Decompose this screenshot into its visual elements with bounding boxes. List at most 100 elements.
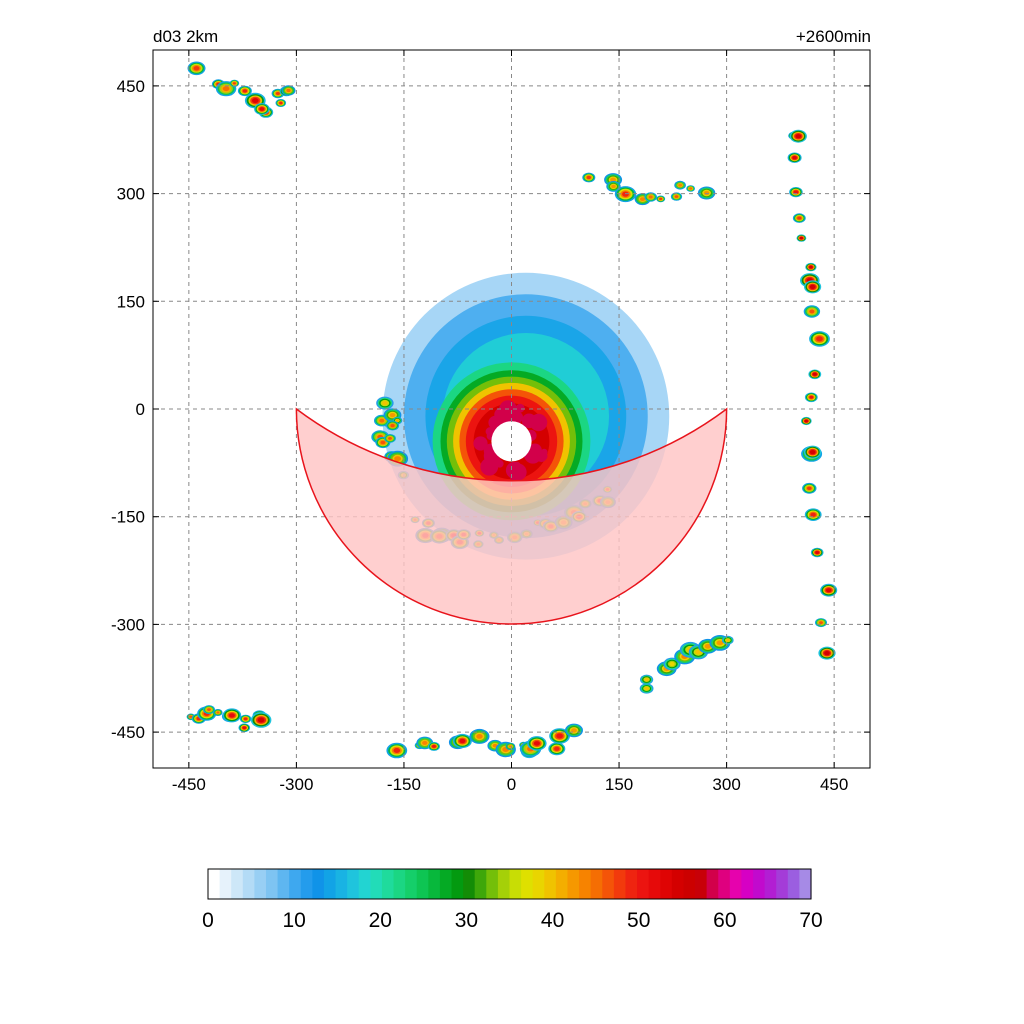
colorbar-swatch [300, 869, 313, 899]
colorbar-tick-label: 40 [541, 909, 564, 932]
colorbar-swatch [323, 869, 337, 899]
rain-cell [789, 187, 803, 198]
rain-cell-level [242, 89, 248, 93]
rain-cell [229, 79, 240, 87]
rain-cell-level [242, 726, 247, 730]
rain-cell-level [380, 440, 386, 445]
rain-cell-level [382, 401, 388, 406]
rain-cell-level [222, 86, 230, 92]
colorbar-swatch [463, 869, 476, 899]
colorbar-swatch [428, 869, 441, 899]
rain-cell-level [725, 638, 730, 642]
colorbar-swatch [474, 869, 487, 899]
shaded-sector [295, 407, 728, 625]
rain-cell [237, 85, 252, 97]
eyewall-core [515, 403, 525, 413]
rain-cell [281, 85, 296, 96]
rain-cell [386, 420, 400, 431]
rain-cell [606, 181, 621, 192]
colorbar-swatch [764, 869, 777, 899]
colorbar-swatch [555, 869, 569, 899]
rain-cell-level [279, 101, 283, 105]
rain-cell [275, 99, 287, 107]
rain-cell-level [459, 738, 466, 744]
rain-cell-level [476, 734, 483, 739]
x-tick-label: -300 [279, 775, 313, 794]
rain-cell [805, 262, 817, 272]
colorbar-swatch [405, 869, 418, 899]
rain-cell-level [809, 395, 814, 399]
y-tick-label: 150 [117, 292, 145, 311]
plot-area [153, 50, 870, 768]
rain-cell [386, 742, 408, 759]
x-tick-label: 150 [605, 775, 633, 794]
rain-cell-level [809, 309, 815, 314]
rain-cell [239, 714, 252, 724]
eyewall-core [473, 436, 488, 451]
rain-cell-level [689, 187, 692, 190]
colorbar-swatch [776, 869, 789, 899]
rain-cell-level [797, 216, 802, 220]
rain-cell [674, 180, 686, 190]
colorbar-swatch [532, 869, 545, 899]
rain-cell-level [216, 711, 220, 714]
colorbar-swatch [265, 869, 279, 899]
rain-cell-level [389, 413, 396, 418]
rain-cell [376, 396, 394, 410]
rain-cell-level [826, 588, 832, 593]
eyewall-core [535, 423, 542, 430]
colorbar-swatch [590, 869, 603, 899]
colorbar-swatch [451, 869, 464, 899]
colorbar-swatch [544, 869, 557, 899]
colorbar-tick-label: 60 [713, 909, 736, 932]
rain-cell [565, 723, 583, 738]
rain-cell-level [695, 649, 702, 655]
rain-cell [804, 445, 822, 459]
rain-cell-level [228, 713, 235, 718]
eyewall [432, 362, 591, 521]
rain-cell-level [644, 678, 649, 682]
rain-cell-level [286, 88, 291, 93]
colorbar-swatch [625, 869, 638, 899]
colorbar-swatch [787, 869, 801, 899]
rain-cell [697, 186, 716, 200]
x-tick-label: 300 [712, 775, 740, 794]
rain-cell-level [809, 284, 816, 289]
rain-cell [639, 683, 654, 694]
rain-cell-level [275, 92, 280, 95]
rain-cell-level [243, 717, 248, 721]
rain-cell [789, 129, 807, 143]
rain-cell [796, 234, 807, 242]
colorbar-swatch [706, 869, 719, 899]
colorbar-swatch [335, 869, 348, 899]
colorbar-swatch [219, 869, 232, 899]
y-tick-label: -300 [111, 615, 145, 634]
y-tick-label: 450 [117, 77, 145, 96]
eyewall-core [512, 411, 524, 423]
colorbar-swatch [799, 869, 812, 899]
rain-cell [804, 280, 822, 294]
rain-cell [582, 172, 596, 183]
rain-cell-level [395, 419, 399, 422]
rain-cell-level [571, 728, 577, 733]
rain-cell-level [257, 717, 265, 723]
rain-cell-level [610, 177, 616, 182]
rain-cell [452, 733, 472, 749]
colorbar-swatch [381, 869, 395, 899]
x-ticks: -450 -300 -150 0 150 300 450 [172, 50, 848, 794]
eyewall-core [509, 471, 520, 482]
rain-cell-level [674, 195, 679, 198]
shaded-sector-layer [295, 407, 728, 625]
rain-cell-level [232, 82, 236, 85]
domain-label: d03 2km [153, 27, 219, 46]
rain-cell [548, 742, 566, 756]
x-tick-label: -450 [172, 775, 206, 794]
colorbar: 0 10 20 30 40 50 60 70 [202, 868, 823, 932]
colorbar-swatch [660, 869, 673, 899]
rain-cell [469, 728, 490, 744]
eye [491, 421, 532, 462]
rain-cell [800, 416, 812, 426]
rain-cell-level [390, 424, 395, 428]
colorbar-swatch [637, 869, 650, 899]
x-tick-label: 0 [507, 775, 516, 794]
